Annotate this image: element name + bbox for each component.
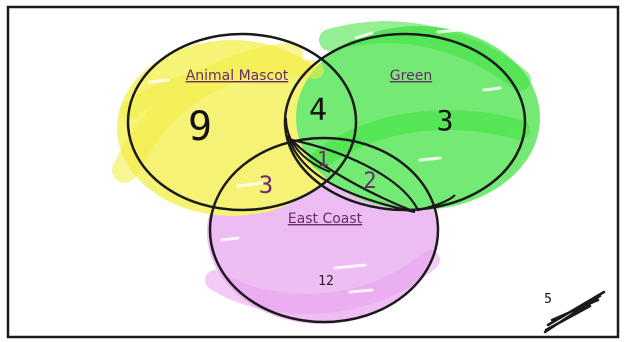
east-coast-circle bbox=[208, 136, 440, 324]
animal-mascot-label: Animal Mascot bbox=[186, 68, 289, 84]
intersection-scribble bbox=[285, 117, 331, 173]
outside-scribble bbox=[543, 290, 606, 334]
gloss bbox=[348, 288, 374, 294]
gloss-streaks bbox=[148, 28, 502, 294]
animal-mascot-circle bbox=[126, 32, 358, 212]
gloss bbox=[236, 181, 264, 188]
region-labels: Animal Mascot Green East Coast bbox=[186, 68, 433, 227]
gloss bbox=[333, 263, 367, 270]
animal-mascot-only-count: 9 bbox=[188, 104, 212, 150]
mascot-green-count: 4 bbox=[309, 93, 327, 128]
circle-outlines bbox=[126, 32, 527, 324]
green-only-count: 3 bbox=[437, 104, 454, 137]
gloss bbox=[436, 28, 462, 34]
gloss bbox=[148, 78, 170, 84]
east-coast-label: East Coast bbox=[288, 211, 363, 227]
east-coast-only-count: 12 bbox=[318, 274, 334, 289]
green-east-count: 2 bbox=[363, 169, 376, 194]
intersection-scribble bbox=[286, 134, 456, 214]
all-three-count: 1 bbox=[317, 147, 329, 171]
highlighter-strokes bbox=[112, 21, 531, 314]
gloss bbox=[418, 156, 442, 162]
region-counts: 9 3 12 4 3 1 2 5 bbox=[188, 93, 552, 307]
green-label: Green bbox=[390, 68, 432, 84]
gloss bbox=[220, 236, 240, 242]
gloss bbox=[354, 31, 374, 40]
mascot-east-count: 3 bbox=[259, 171, 273, 199]
gloss bbox=[482, 86, 502, 92]
outside-count: 5 bbox=[544, 292, 552, 307]
